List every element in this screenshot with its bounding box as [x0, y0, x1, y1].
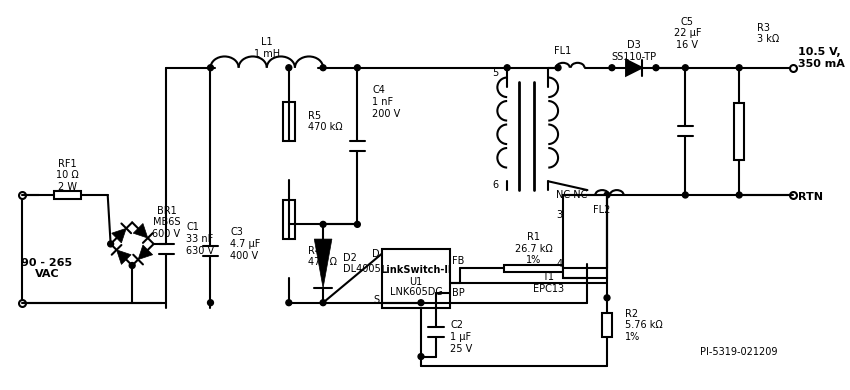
Circle shape — [736, 192, 742, 198]
Text: NC NC: NC NC — [556, 190, 587, 200]
Text: 90 - 265
VAC: 90 - 265 VAC — [21, 258, 72, 279]
Circle shape — [129, 262, 135, 268]
Text: D2
DL4005: D2 DL4005 — [343, 253, 381, 274]
Polygon shape — [116, 250, 131, 264]
Circle shape — [286, 300, 292, 306]
Text: RTN: RTN — [798, 192, 823, 202]
Text: LinkSwitch-II: LinkSwitch-II — [381, 265, 452, 275]
Circle shape — [354, 222, 360, 227]
Bar — [563, 195, 607, 278]
Circle shape — [207, 300, 213, 306]
Bar — [504, 264, 563, 272]
Circle shape — [320, 222, 326, 227]
Text: R3
3 kΩ: R3 3 kΩ — [756, 23, 779, 44]
Text: FB: FB — [452, 255, 465, 266]
Text: D: D — [372, 249, 380, 259]
Text: RF1
10 Ω
2 W: RF1 10 Ω 2 W — [56, 159, 79, 192]
Text: S: S — [374, 295, 380, 305]
Circle shape — [207, 65, 213, 71]
Text: 5: 5 — [492, 67, 499, 78]
Circle shape — [354, 65, 360, 71]
Polygon shape — [111, 228, 127, 243]
Circle shape — [683, 65, 689, 71]
Text: C2
1 μF
25 V: C2 1 μF 25 V — [450, 320, 473, 354]
Circle shape — [418, 300, 424, 306]
Text: D3
SS110-TP: D3 SS110-TP — [611, 40, 656, 62]
Circle shape — [736, 65, 742, 71]
Circle shape — [504, 65, 510, 71]
Polygon shape — [314, 239, 332, 288]
Text: C5
22 μF
16 V: C5 22 μF 16 V — [673, 17, 701, 50]
Polygon shape — [626, 60, 642, 76]
Circle shape — [320, 300, 326, 306]
Circle shape — [683, 192, 689, 198]
Text: FL1: FL1 — [554, 46, 571, 56]
Bar — [54, 191, 82, 199]
Bar — [602, 313, 612, 337]
Circle shape — [108, 241, 114, 247]
Circle shape — [604, 192, 610, 198]
Bar — [382, 249, 451, 308]
Text: R2
5.76 kΩ
1%: R2 5.76 kΩ 1% — [625, 308, 662, 342]
Polygon shape — [133, 223, 148, 238]
Text: R4
470 Ω: R4 470 Ω — [309, 246, 337, 268]
Circle shape — [320, 65, 326, 71]
Text: T1
EPC13: T1 EPC13 — [533, 272, 564, 294]
Text: R5
470 kΩ: R5 470 kΩ — [309, 111, 343, 132]
Text: 10.5 V,
350 mA: 10.5 V, 350 mA — [798, 47, 845, 69]
Polygon shape — [138, 245, 153, 260]
Circle shape — [286, 65, 292, 71]
Bar — [283, 200, 295, 239]
Bar — [283, 102, 295, 141]
Text: 3: 3 — [556, 209, 562, 220]
Text: FL2: FL2 — [593, 205, 611, 214]
Text: PI-5319-021209: PI-5319-021209 — [700, 347, 778, 356]
Circle shape — [418, 354, 424, 360]
Text: C3
4.7 μF
400 V: C3 4.7 μF 400 V — [230, 227, 260, 261]
Text: C4
1 nF
200 V: C4 1 nF 200 V — [372, 85, 400, 119]
Text: 6: 6 — [492, 180, 498, 190]
Text: U1: U1 — [410, 277, 422, 287]
Text: C1
33 nF
630 V: C1 33 nF 630 V — [186, 222, 214, 256]
Bar — [734, 103, 744, 160]
Text: LNK605DG: LNK605DG — [389, 287, 443, 297]
Text: 4: 4 — [556, 259, 562, 269]
Text: R1
26.7 kΩ
1%: R1 26.7 kΩ 1% — [515, 232, 552, 266]
Circle shape — [555, 65, 561, 71]
Text: BR1
MB6S
600 V: BR1 MB6S 600 V — [152, 206, 180, 239]
Text: L1
1 mH: L1 1 mH — [254, 37, 280, 59]
Circle shape — [653, 65, 659, 71]
Circle shape — [609, 65, 615, 71]
Text: BP: BP — [452, 288, 465, 298]
Circle shape — [604, 295, 610, 301]
